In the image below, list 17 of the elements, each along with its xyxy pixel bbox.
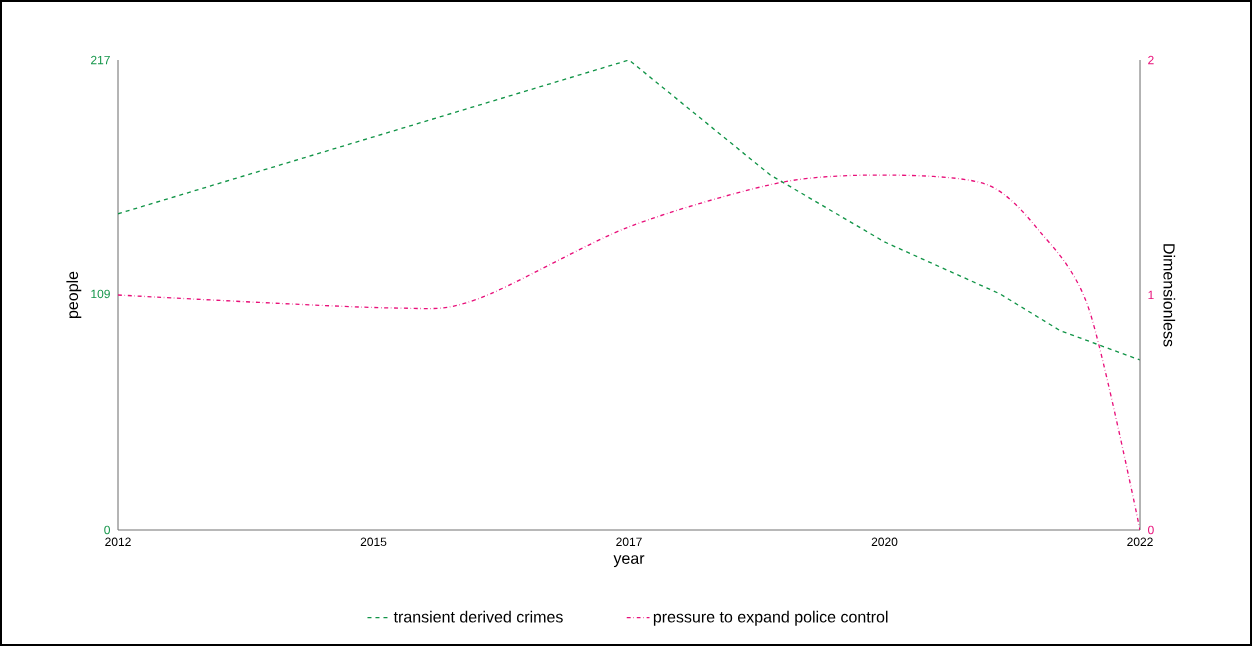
y2-tick-label: 0 bbox=[1148, 525, 1154, 535]
legend-label: transient derived crimes bbox=[393, 610, 563, 623]
y-tick-label: 0 bbox=[104, 525, 110, 535]
x-tick-label: 2020 bbox=[871, 537, 898, 547]
x-tick-label: 2015 bbox=[360, 537, 387, 547]
y2-tick-label: 1 bbox=[1148, 290, 1154, 300]
x-tick-label: 2012 bbox=[105, 537, 131, 547]
y-axis-title: people bbox=[66, 271, 82, 318]
legend-label: pressure to expand police control bbox=[653, 610, 888, 626]
y2-axis-title: Dimensionless bbox=[1163, 244, 1176, 347]
x-tick-label: 2022 bbox=[1127, 537, 1153, 547]
line-series bbox=[118, 59, 1141, 361]
x-tick-label: 2017 bbox=[616, 537, 642, 547]
y-tick-label: 109 bbox=[91, 289, 110, 299]
y2-tick-label: 2 bbox=[1148, 55, 1154, 65]
x-axis-title: year bbox=[613, 555, 645, 568]
y-tick-label: 217 bbox=[91, 55, 110, 65]
